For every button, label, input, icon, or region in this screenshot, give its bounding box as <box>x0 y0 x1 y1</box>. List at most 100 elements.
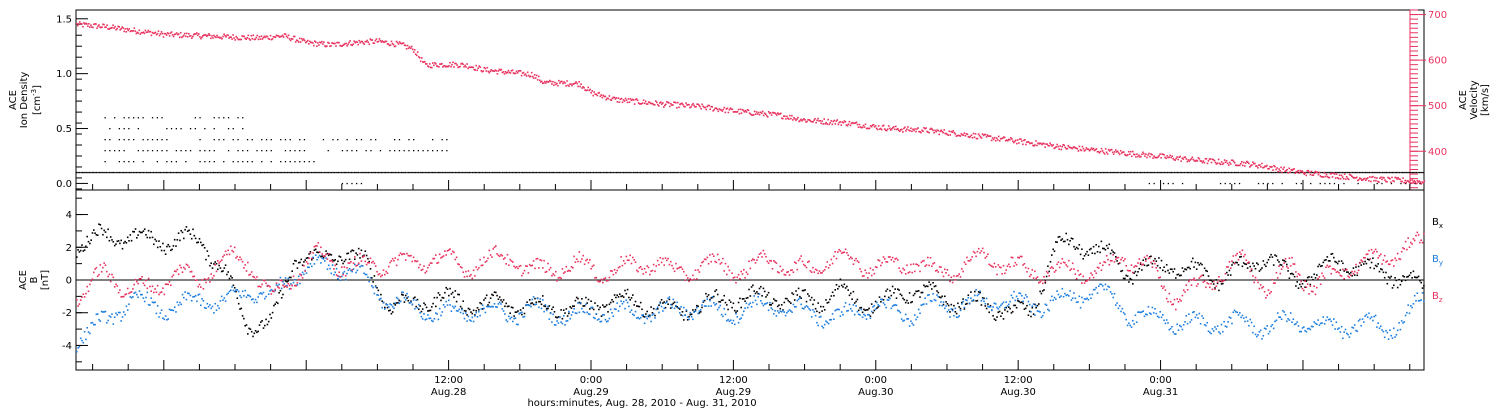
density-point <box>1239 171 1241 174</box>
by-point <box>217 304 219 307</box>
by-point <box>997 308 1000 310</box>
density-point <box>456 171 458 174</box>
density-point <box>716 171 719 174</box>
density-point <box>691 171 693 174</box>
bx-point <box>461 307 463 310</box>
bx-point <box>887 296 890 299</box>
bz-point <box>196 279 198 281</box>
by-point <box>916 316 919 318</box>
density-point <box>786 171 788 174</box>
density-point <box>189 150 192 152</box>
velocity-point <box>833 119 836 122</box>
bx-point <box>603 306 605 308</box>
velocity-point <box>1207 160 1210 162</box>
density-point <box>721 171 723 174</box>
by-point <box>326 268 329 270</box>
by-point <box>495 306 497 308</box>
bx-point <box>424 303 427 306</box>
bx-point <box>663 301 665 303</box>
density-point <box>325 171 327 174</box>
velocity-point <box>266 35 269 38</box>
density-point <box>642 171 644 174</box>
velocity-point <box>1395 176 1397 179</box>
bz-point <box>380 275 382 278</box>
velocity-point <box>161 32 164 35</box>
bz-point <box>141 276 143 278</box>
by-point <box>335 267 338 270</box>
density-point <box>1151 171 1153 174</box>
bz-point <box>364 260 367 263</box>
velocity-point <box>274 36 277 39</box>
density-point <box>795 171 797 174</box>
density-point <box>665 171 667 174</box>
bx-point <box>357 247 360 250</box>
velocity-point <box>1038 143 1040 145</box>
density-point <box>533 171 535 174</box>
density-point <box>507 171 509 174</box>
by-point <box>1360 324 1362 327</box>
density-point <box>207 171 209 174</box>
velocity-point <box>1291 169 1293 171</box>
velocity-point <box>541 80 543 83</box>
density-point <box>246 171 249 174</box>
bx-point <box>1321 265 1323 267</box>
bx-point <box>1120 270 1122 273</box>
bx-point <box>104 231 107 233</box>
velocity-point <box>799 119 801 122</box>
by-point <box>1159 311 1161 313</box>
bx-point <box>1135 274 1138 277</box>
velocity-point <box>1220 161 1223 163</box>
density-point <box>739 171 741 174</box>
bx-point <box>1365 262 1368 265</box>
velocity-point <box>80 23 82 25</box>
velocity-point <box>688 103 690 106</box>
density-point <box>1025 171 1028 174</box>
by-point <box>865 318 868 320</box>
density-point <box>1094 171 1096 174</box>
density-point <box>545 171 548 174</box>
density-point <box>295 171 297 174</box>
velocity-point <box>1128 150 1130 153</box>
velocity-point <box>721 110 724 112</box>
density-point <box>587 171 589 174</box>
density-point <box>1330 171 1332 174</box>
bz-point <box>219 260 222 263</box>
bx-point <box>790 302 792 304</box>
by-point <box>109 316 112 318</box>
bz-point <box>253 276 256 278</box>
density-point <box>242 161 244 163</box>
density-point <box>319 171 321 174</box>
by-point <box>740 317 742 319</box>
density-point <box>1189 171 1191 174</box>
by-point <box>253 301 256 304</box>
by-point <box>532 296 535 298</box>
bx-point <box>1303 279 1305 282</box>
by-point <box>274 289 276 292</box>
velocity-point <box>117 25 119 28</box>
bx-point <box>83 249 86 251</box>
by-point <box>1218 331 1220 333</box>
velocity-point <box>1184 156 1187 158</box>
by-point <box>377 294 380 296</box>
velocity-point <box>1165 157 1167 160</box>
by-point <box>419 312 421 314</box>
velocity-point <box>596 94 599 97</box>
velocity-point <box>1110 148 1113 151</box>
velocity-point <box>134 30 137 32</box>
velocity-point <box>855 121 858 124</box>
bx-point <box>171 248 173 251</box>
bz-point <box>316 245 318 247</box>
bx-point <box>1256 262 1258 264</box>
density-point <box>108 171 111 174</box>
bx-point <box>950 303 953 306</box>
velocity-point <box>1057 145 1059 148</box>
bx-point <box>547 307 549 310</box>
by-point <box>1023 297 1026 299</box>
velocity-point <box>770 114 773 116</box>
bx-point <box>703 299 706 302</box>
bz-point <box>95 266 98 269</box>
bx-point <box>325 250 327 252</box>
density-point <box>1098 171 1100 174</box>
by-point <box>1215 328 1218 330</box>
by-point <box>83 330 86 333</box>
